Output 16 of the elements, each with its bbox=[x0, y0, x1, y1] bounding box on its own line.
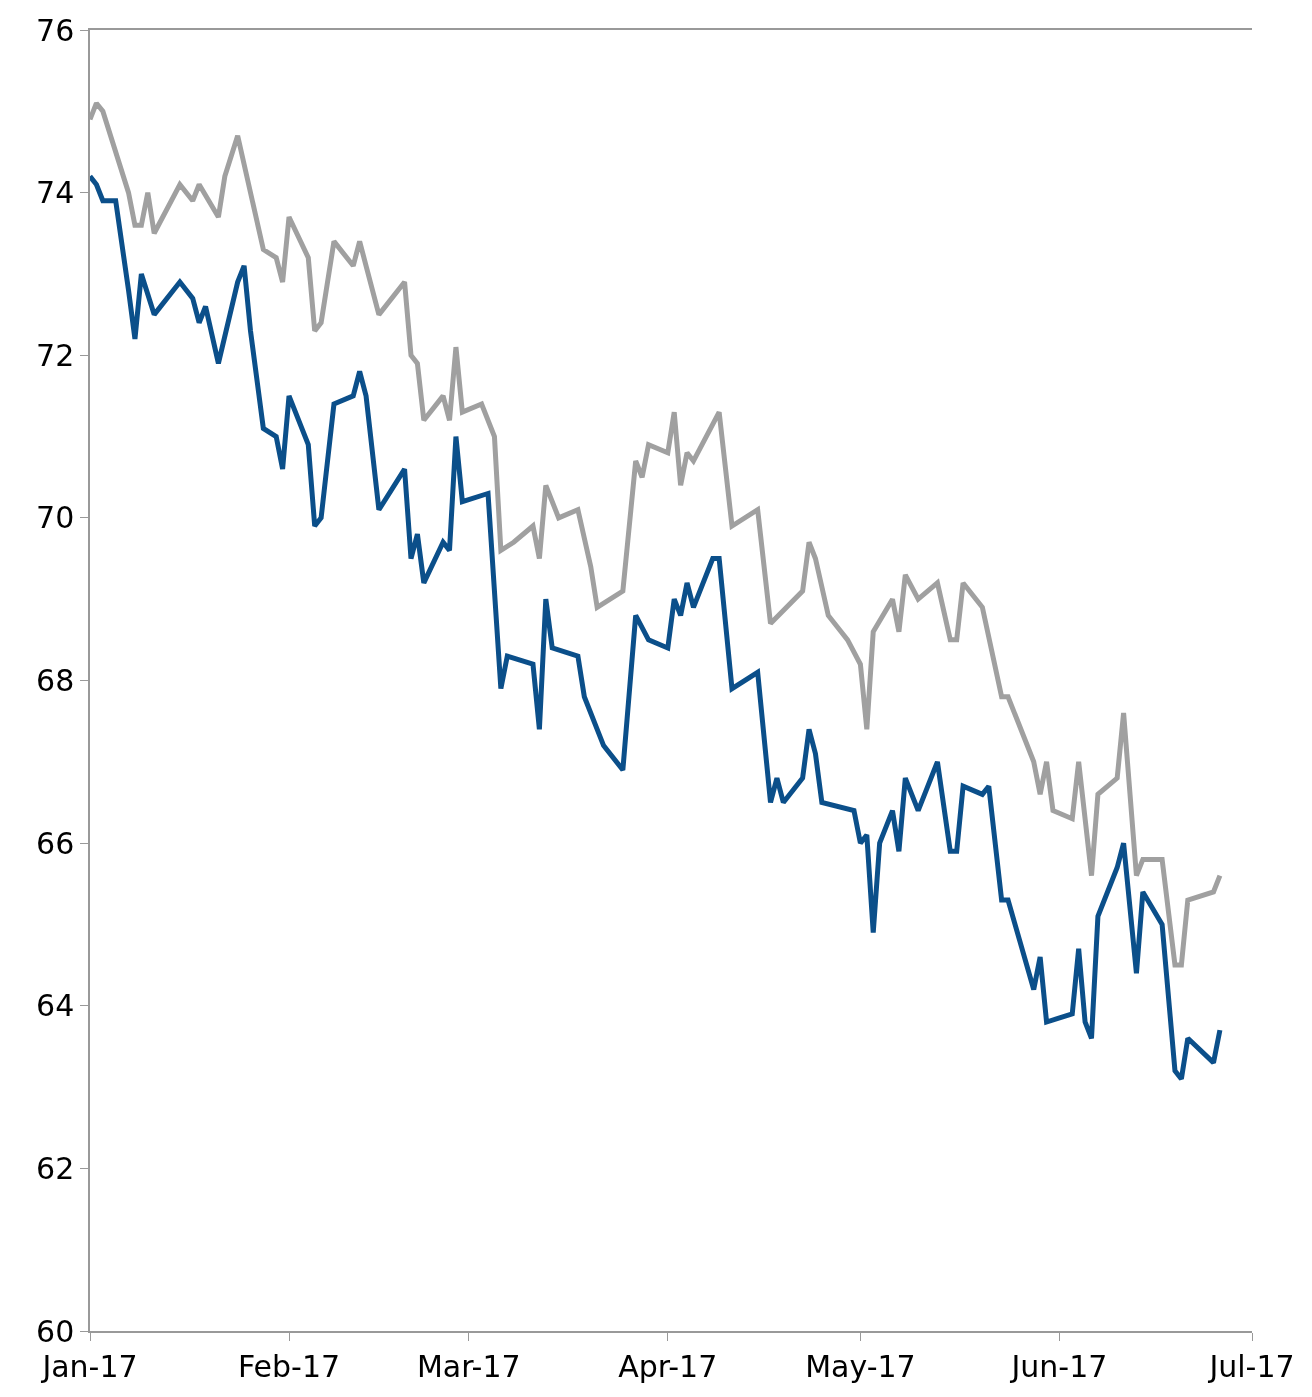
y-tick-label: 72 bbox=[36, 337, 75, 373]
x-tick-label: Feb-17 bbox=[237, 1348, 341, 1384]
y-tick-label: 62 bbox=[36, 1150, 75, 1186]
y-tick-label: 76 bbox=[36, 12, 75, 48]
x-tick-label: Jan-17 bbox=[40, 1348, 138, 1384]
y-tick-label: 64 bbox=[36, 988, 75, 1024]
x-tick-label: May-17 bbox=[805, 1348, 916, 1384]
x-tick-label: Apr-17 bbox=[618, 1348, 718, 1384]
y-tick-label: 66 bbox=[36, 825, 75, 861]
y-tick-label: 60 bbox=[36, 1313, 75, 1349]
x-tick-label: Mar-17 bbox=[416, 1348, 521, 1384]
y-tick-label: 74 bbox=[36, 175, 75, 211]
x-tick-label: Jul-17 bbox=[1207, 1348, 1295, 1384]
y-tick-label: 70 bbox=[36, 500, 75, 536]
x-tick-label: Jun-17 bbox=[1009, 1348, 1108, 1384]
y-tick-label: 68 bbox=[36, 663, 75, 698]
